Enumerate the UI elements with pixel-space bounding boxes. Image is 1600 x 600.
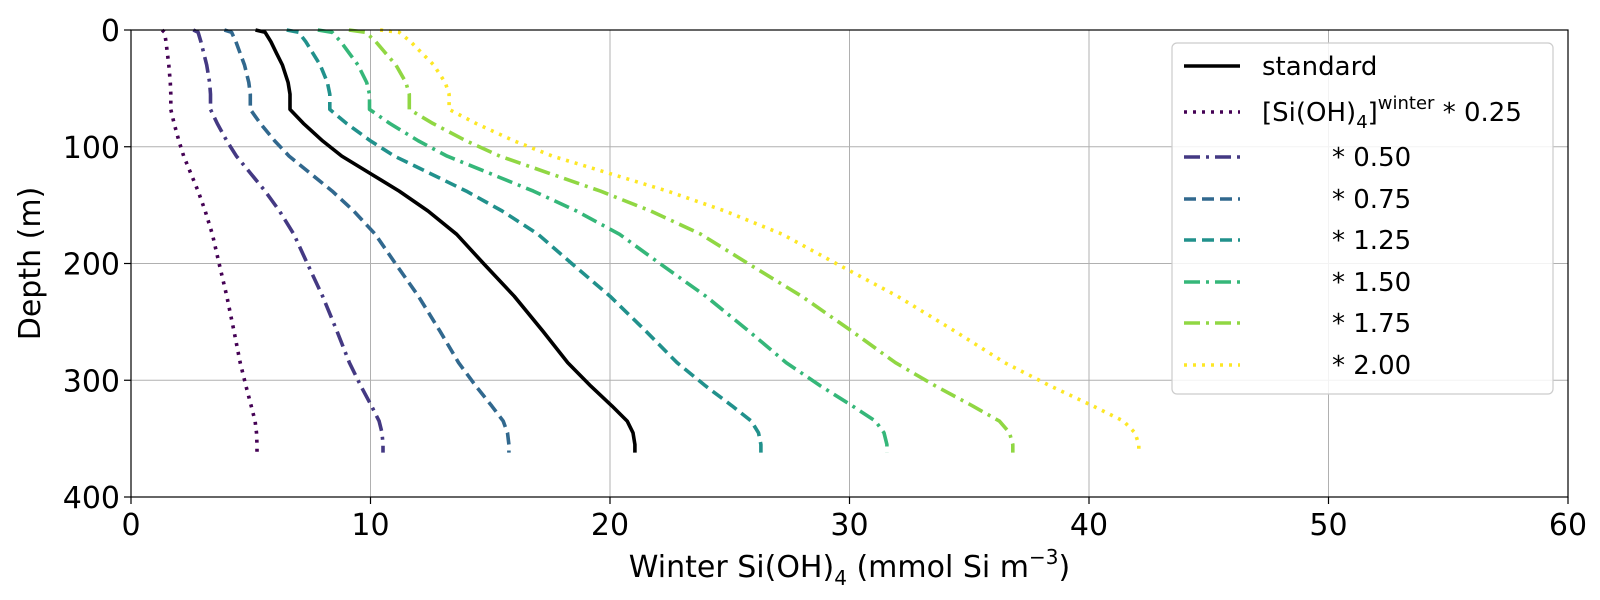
- y-tick-label: 200: [63, 248, 120, 283]
- y-axis-label: Depth (m): [13, 187, 48, 341]
- series-line: [286, 28, 763, 453]
- legend-label-scale-0-25: [Si(OH)4]winter * 0.25: [1262, 93, 1522, 133]
- series-line: [255, 28, 637, 453]
- x-tick-label: 20: [591, 508, 629, 543]
- series-lines: [160, 28, 1141, 453]
- y-tick-label: 0: [101, 14, 120, 49]
- y-tick-label: 400: [63, 481, 120, 516]
- series-line: [192, 28, 385, 453]
- x-tick-label: 10: [351, 508, 389, 543]
- series-line: [379, 28, 1141, 453]
- x-tick-label: 0: [121, 508, 140, 543]
- legend-label-scale-2-00: * 2.00: [1332, 351, 1411, 381]
- x-tick-label: 50: [1309, 508, 1347, 543]
- series-line: [160, 28, 259, 453]
- legend-handles: [1184, 64, 1240, 367]
- series-line: [223, 28, 511, 453]
- legend: standard [Si(OH)4]winter * 0.25 * 0.50 *…: [1171, 42, 1554, 395]
- legend-label-scale-0-50: * 0.50: [1332, 143, 1411, 173]
- y-tick-label: 100: [63, 131, 120, 166]
- x-tick-label: 60: [1549, 508, 1587, 543]
- legend-label-scale-1-25: * 1.25: [1332, 226, 1411, 256]
- legend-label-scale-0-75: * 0.75: [1332, 185, 1411, 215]
- legend-box: [1171, 42, 1554, 395]
- ticks: 0 10 20 30 40 50 60 0 100 200 300 400: [63, 14, 1587, 543]
- series-line: [317, 28, 889, 453]
- y-tick-label: 300: [63, 364, 120, 399]
- x-tick-label: 40: [1070, 508, 1108, 543]
- series-line: [348, 28, 1015, 453]
- x-tick-label: 30: [830, 508, 868, 543]
- legend-label-scale-1-75: * 1.75: [1332, 309, 1411, 339]
- legend-label-standard: standard: [1262, 52, 1377, 82]
- legend-label-scale-1-50: * 1.50: [1332, 268, 1411, 298]
- x-axis-label: Winter Si(OH)4 (mmol Si m−3): [629, 545, 1070, 590]
